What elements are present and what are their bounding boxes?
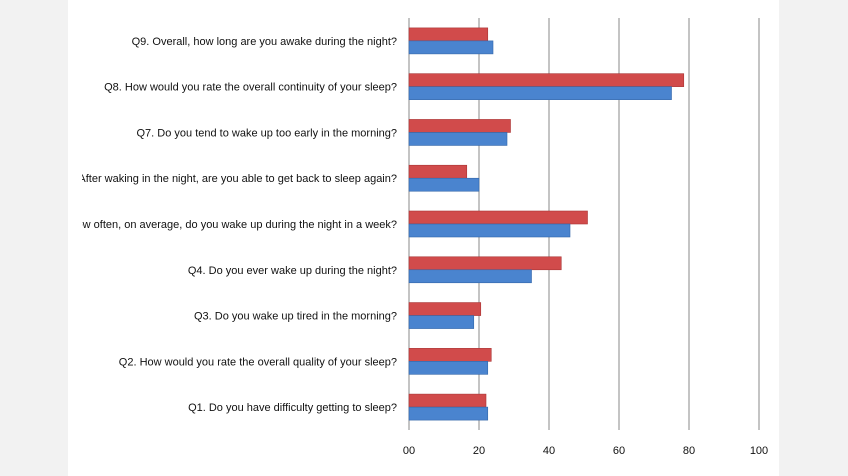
x-tick-label: 00 — [403, 445, 415, 457]
category-label: Q9. Overall, how long are you awake duri… — [132, 36, 397, 48]
x-tick-label: 60 — [613, 445, 625, 457]
bar-series-2 — [408, 406, 489, 421]
category-label: Q4. Do you ever wake up during the night… — [188, 265, 397, 277]
bar-series-1 — [408, 393, 487, 408]
category-label: Q3. Do you wake up tired in the morning? — [194, 311, 397, 323]
bar-series-1 — [408, 302, 482, 316]
bar-series-1 — [408, 119, 511, 133]
category-label: Q7. Do you tend to wake up too early in … — [137, 127, 398, 139]
bar-series-2 — [408, 315, 475, 329]
category-label: Q8. How would you rate the overall conti… — [104, 82, 397, 94]
x-tick-label: 100 — [750, 445, 768, 457]
bar-series-2 — [408, 177, 480, 192]
bar-series-1 — [408, 164, 468, 179]
sleep-survey-bar-chart: Q1. Do you have difficulty getting to sl… — [77, 18, 768, 457]
bar-series-2 — [408, 132, 508, 146]
category-label: After waking in the night, are you able … — [78, 173, 397, 185]
bar-series-1 — [408, 210, 588, 225]
x-tick-label: 20 — [473, 445, 485, 457]
bar-series-1 — [408, 348, 492, 362]
bar-series-2 — [408, 361, 489, 375]
category-label: Q2. How would you rate the overall quali… — [119, 356, 397, 368]
category-label: ow often, on average, do you wake up dur… — [77, 219, 397, 231]
x-tick-label: 40 — [543, 445, 555, 457]
chart-panel: Q1. Do you have difficulty getting to sl… — [68, 0, 779, 476]
bar-series-2 — [408, 223, 571, 238]
bar-series-1 — [408, 256, 562, 271]
bar-series-2 — [408, 269, 532, 284]
bar-series-1 — [408, 73, 685, 87]
category-label: Q1. Do you have difficulty getting to sl… — [188, 402, 397, 414]
bar-series-1 — [408, 27, 489, 42]
bar-series-2 — [408, 40, 494, 55]
x-tick-label: 80 — [683, 445, 695, 457]
bar-series-2 — [408, 86, 672, 100]
